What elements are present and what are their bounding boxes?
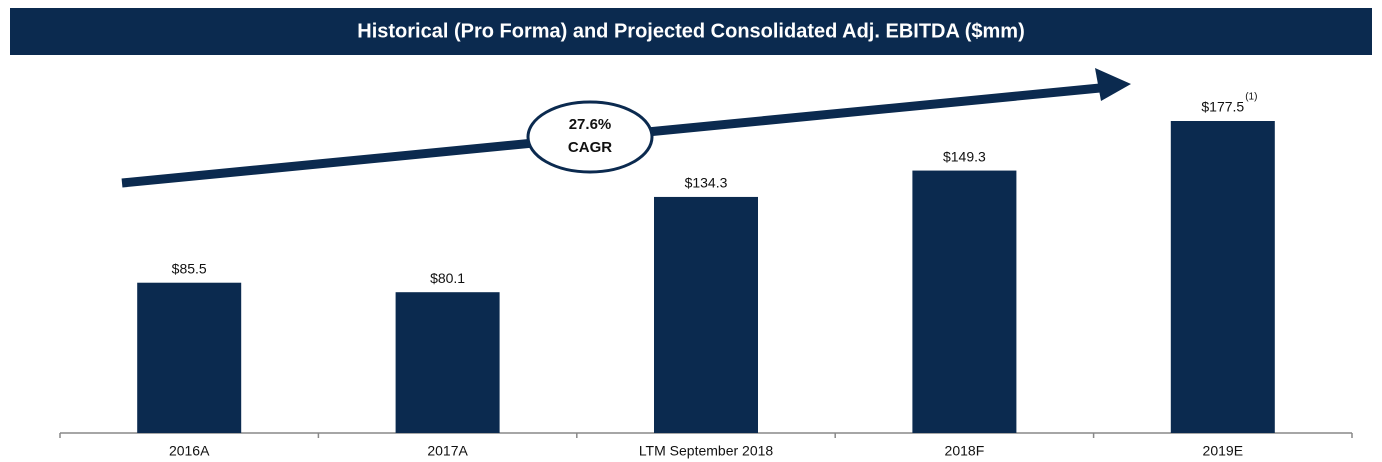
chart-title: Historical (Pro Forma) and Projected Con…: [357, 20, 1025, 42]
bar: [912, 170, 1017, 433]
footnote-marker: (1): [1245, 92, 1257, 103]
value-label: $134.3: [685, 175, 728, 191]
x-tick-label: 2017A: [427, 443, 468, 459]
value-label: $177.5: [1201, 99, 1244, 115]
bar: [1170, 121, 1275, 433]
bar: [137, 282, 242, 433]
x-tick-label: 2019E: [1203, 443, 1243, 459]
x-tick-label: 2016A: [169, 443, 210, 459]
title-bar: [10, 8, 1372, 55]
cagr-value: 27.6%: [569, 116, 612, 133]
x-tick-label: 2018F: [945, 443, 985, 459]
bar: [654, 196, 758, 433]
cagr-ellipse: [526, 100, 654, 174]
cagr-label: CAGR: [568, 139, 612, 156]
value-label: $85.5: [172, 260, 207, 276]
value-label: $80.1: [430, 270, 465, 286]
bar: [395, 292, 500, 433]
x-tick-label: LTM September 2018: [639, 443, 774, 459]
arrow-head: [1095, 68, 1131, 101]
value-label: $149.3: [943, 148, 986, 164]
